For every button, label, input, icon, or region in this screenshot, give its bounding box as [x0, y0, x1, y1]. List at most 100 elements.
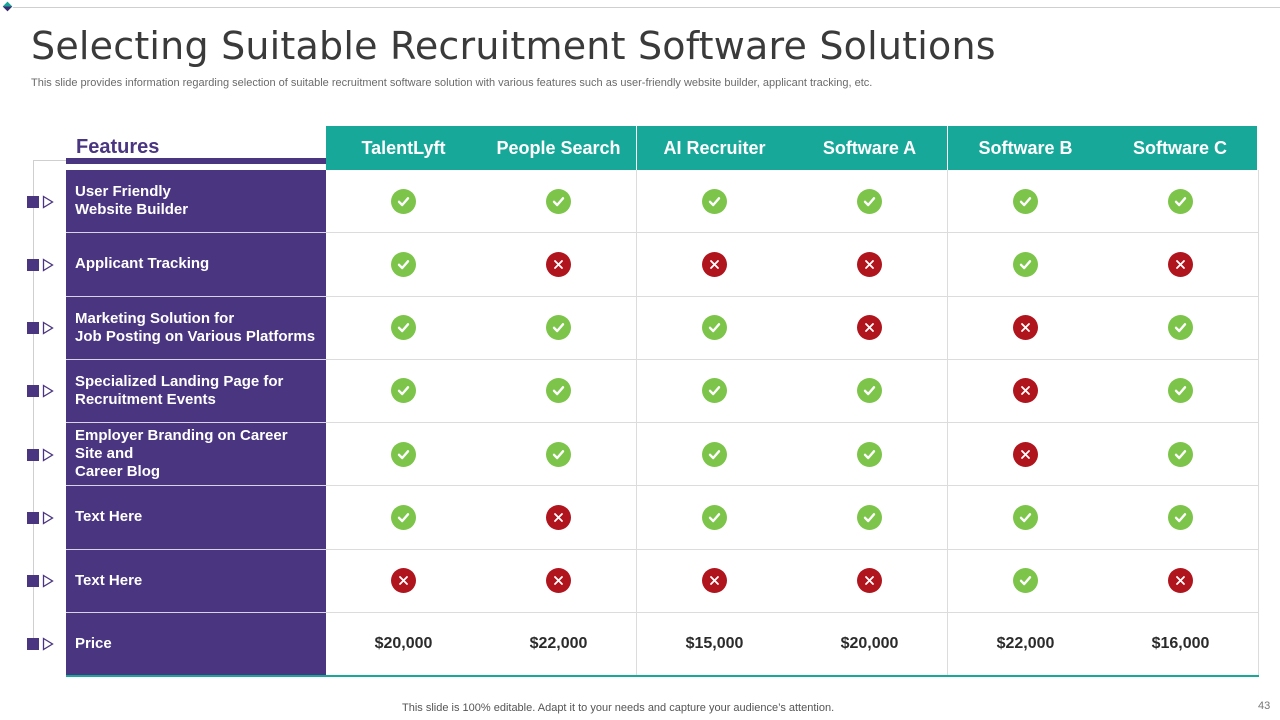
row-marker — [27, 574, 57, 588]
table-cell — [637, 233, 793, 297]
triangle-pointer-icon — [42, 574, 54, 588]
price-value: $20,000 — [840, 634, 899, 652]
check-icon — [546, 441, 571, 467]
column-header: TalentLyft — [326, 126, 482, 170]
table-cell — [481, 486, 637, 550]
table-cell: $20,000 — [792, 612, 948, 676]
table-cell — [1103, 423, 1259, 487]
row-marker — [27, 511, 57, 525]
table-cell — [637, 170, 793, 234]
table-cell — [948, 486, 1104, 550]
check-icon — [702, 441, 727, 467]
check-icon — [1013, 504, 1038, 530]
table-cell — [948, 296, 1104, 360]
column-header: Software B — [948, 126, 1104, 170]
price-value: $22,000 — [529, 634, 588, 652]
features-header-label: Features — [76, 136, 160, 158]
check-icon — [1168, 188, 1193, 214]
check-icon — [702, 315, 727, 341]
features-header-underline — [66, 158, 326, 164]
triangle-pointer-icon — [42, 258, 54, 272]
column-header: AI Recruiter — [637, 126, 793, 170]
check-icon — [391, 251, 416, 277]
square-bullet-icon — [27, 258, 39, 271]
table-cell — [481, 233, 637, 297]
table-cell — [326, 233, 482, 297]
table-cell — [792, 359, 948, 423]
check-icon — [1168, 504, 1193, 530]
table-cell — [326, 549, 482, 613]
price-value: $20,000 — [374, 634, 433, 652]
check-icon — [1168, 441, 1193, 467]
corner-diamond-icon — [1, 0, 14, 13]
row-marker — [27, 258, 57, 272]
table-right-border — [1258, 170, 1259, 676]
feature-label: Specialized Landing Page for Recruitment … — [66, 359, 326, 423]
table-cell — [792, 170, 948, 234]
column-header: Software A — [792, 126, 948, 170]
table-cell — [948, 423, 1104, 487]
cross-icon — [702, 251, 727, 277]
feature-label: Text Here — [66, 486, 326, 550]
row-marker — [27, 637, 57, 652]
table-cell — [326, 296, 482, 360]
cross-icon — [546, 568, 571, 594]
table-cell — [1103, 549, 1259, 613]
price-value: $16,000 — [1151, 634, 1210, 652]
row-connector-top — [33, 160, 66, 161]
row-marker — [27, 447, 57, 462]
cross-icon — [1013, 315, 1038, 341]
footer-note: This slide is 100% editable. Adapt it to… — [402, 702, 835, 714]
table-bottom-line — [66, 675, 1259, 677]
check-icon — [546, 378, 571, 404]
cross-icon — [1013, 441, 1038, 467]
check-icon — [546, 315, 571, 341]
row-connector-line — [33, 160, 34, 646]
row-marker — [27, 321, 57, 335]
square-bullet-icon — [27, 195, 39, 208]
cross-icon — [546, 504, 571, 530]
square-bullet-icon — [27, 575, 39, 588]
check-icon — [857, 504, 882, 530]
table-cell — [481, 549, 637, 613]
table-cell — [792, 296, 948, 360]
page-number: 43 — [1258, 700, 1271, 712]
table-cell — [637, 296, 793, 360]
check-icon — [391, 188, 416, 214]
cross-icon — [391, 568, 416, 594]
table-cell — [637, 486, 793, 550]
square-bullet-icon — [27, 322, 39, 335]
table-cell — [792, 233, 948, 297]
triangle-pointer-icon — [42, 447, 54, 462]
table-cell — [792, 549, 948, 613]
price-value: $22,000 — [996, 634, 1055, 652]
triangle-pointer-icon — [42, 384, 54, 399]
check-icon — [391, 378, 416, 404]
triangle-pointer-icon — [42, 321, 54, 335]
feature-label: Price — [66, 612, 326, 676]
cross-icon — [546, 251, 571, 277]
cross-icon — [857, 568, 882, 594]
cross-icon — [857, 251, 882, 277]
column-header: Software C — [1103, 126, 1258, 170]
table-cell — [948, 549, 1104, 613]
feature-label: Text Here — [66, 549, 326, 613]
check-icon — [702, 378, 727, 404]
table-cell — [326, 486, 482, 550]
check-icon — [857, 378, 882, 404]
table-cell — [1103, 170, 1259, 234]
feature-label: Applicant Tracking — [66, 233, 326, 297]
check-icon — [391, 441, 416, 467]
square-bullet-icon — [27, 448, 39, 461]
table-cell — [326, 423, 482, 487]
check-icon — [391, 504, 416, 530]
table-cell — [637, 549, 793, 613]
table-cell — [948, 170, 1104, 234]
check-icon — [702, 188, 727, 214]
table-cell — [1103, 233, 1259, 297]
column-header: People Search — [481, 126, 637, 170]
table-cell — [481, 359, 637, 423]
table-cell — [1103, 486, 1259, 550]
check-icon — [391, 315, 416, 341]
check-icon — [857, 441, 882, 467]
